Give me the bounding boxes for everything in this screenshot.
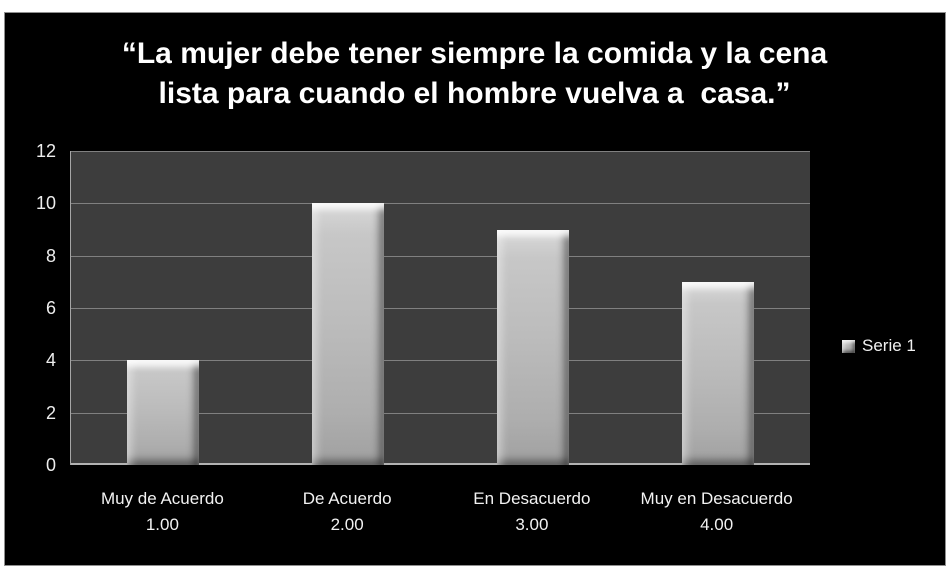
plot-area (70, 151, 810, 465)
bar-muy-de-acuerdo (127, 360, 200, 465)
gridline-8 (71, 255, 810, 257)
x-label-value: 3.00 (515, 515, 549, 534)
chart-title-line-1: “La mujer debe tener siempre la comida y… (121, 37, 828, 70)
x-label-category: En Desacuerdo (473, 489, 591, 508)
y-tick-label-8: 8 (45, 245, 56, 266)
x-label-category: Muy de Acuerdo (100, 489, 224, 508)
y-tick-label-0: 0 (45, 455, 56, 475)
gridline-2 (71, 412, 810, 414)
x-label-value: 2.00 (330, 515, 364, 534)
bar-en-desacuerdo (496, 229, 569, 465)
gridline-4 (71, 360, 810, 362)
x-label-value: 4.00 (700, 515, 734, 534)
bar-de-acuerdo (312, 203, 385, 465)
y-tick-label-12: 12 (35, 141, 56, 161)
legend-color-swatch-icon (842, 339, 855, 353)
x-axis-label-muy-de-acuerdo: Muy de Acuerdo 1.00 (70, 486, 255, 538)
x-label-category: Muy en Desacuerdo (640, 489, 793, 508)
y-tick-label-4: 4 (45, 350, 56, 371)
chart-title: “La mujer debe tener siempre la comida y… (0, 34, 949, 114)
gridline-0 (71, 463, 810, 465)
y-tick-label-2: 2 (45, 402, 56, 423)
chart-title-line-2: lista para cuando el hombre vuelva a cas… (158, 77, 791, 110)
bar-muy-en-desacuerdo (681, 281, 754, 465)
x-axis-label-de-acuerdo: De Acuerdo 2.00 (255, 486, 440, 538)
x-axis-label-en-desacuerdo: En Desacuerdo 3.00 (440, 486, 625, 538)
x-axis-label-muy-en-desacuerdo: Muy en Desacuerdo 4.00 (624, 486, 809, 538)
gridline-10 (71, 203, 810, 205)
y-tick-label-6: 6 (45, 298, 56, 318)
x-label-value: 1.00 (145, 515, 179, 534)
legend-label: Serie 1 (862, 336, 916, 355)
gridline-6 (71, 308, 810, 309)
x-label-category: De Acuerdo (302, 489, 392, 508)
y-tick-label-10: 10 (35, 193, 56, 214)
legend: Serie 1 (842, 336, 916, 356)
gridline-12 (71, 151, 810, 152)
